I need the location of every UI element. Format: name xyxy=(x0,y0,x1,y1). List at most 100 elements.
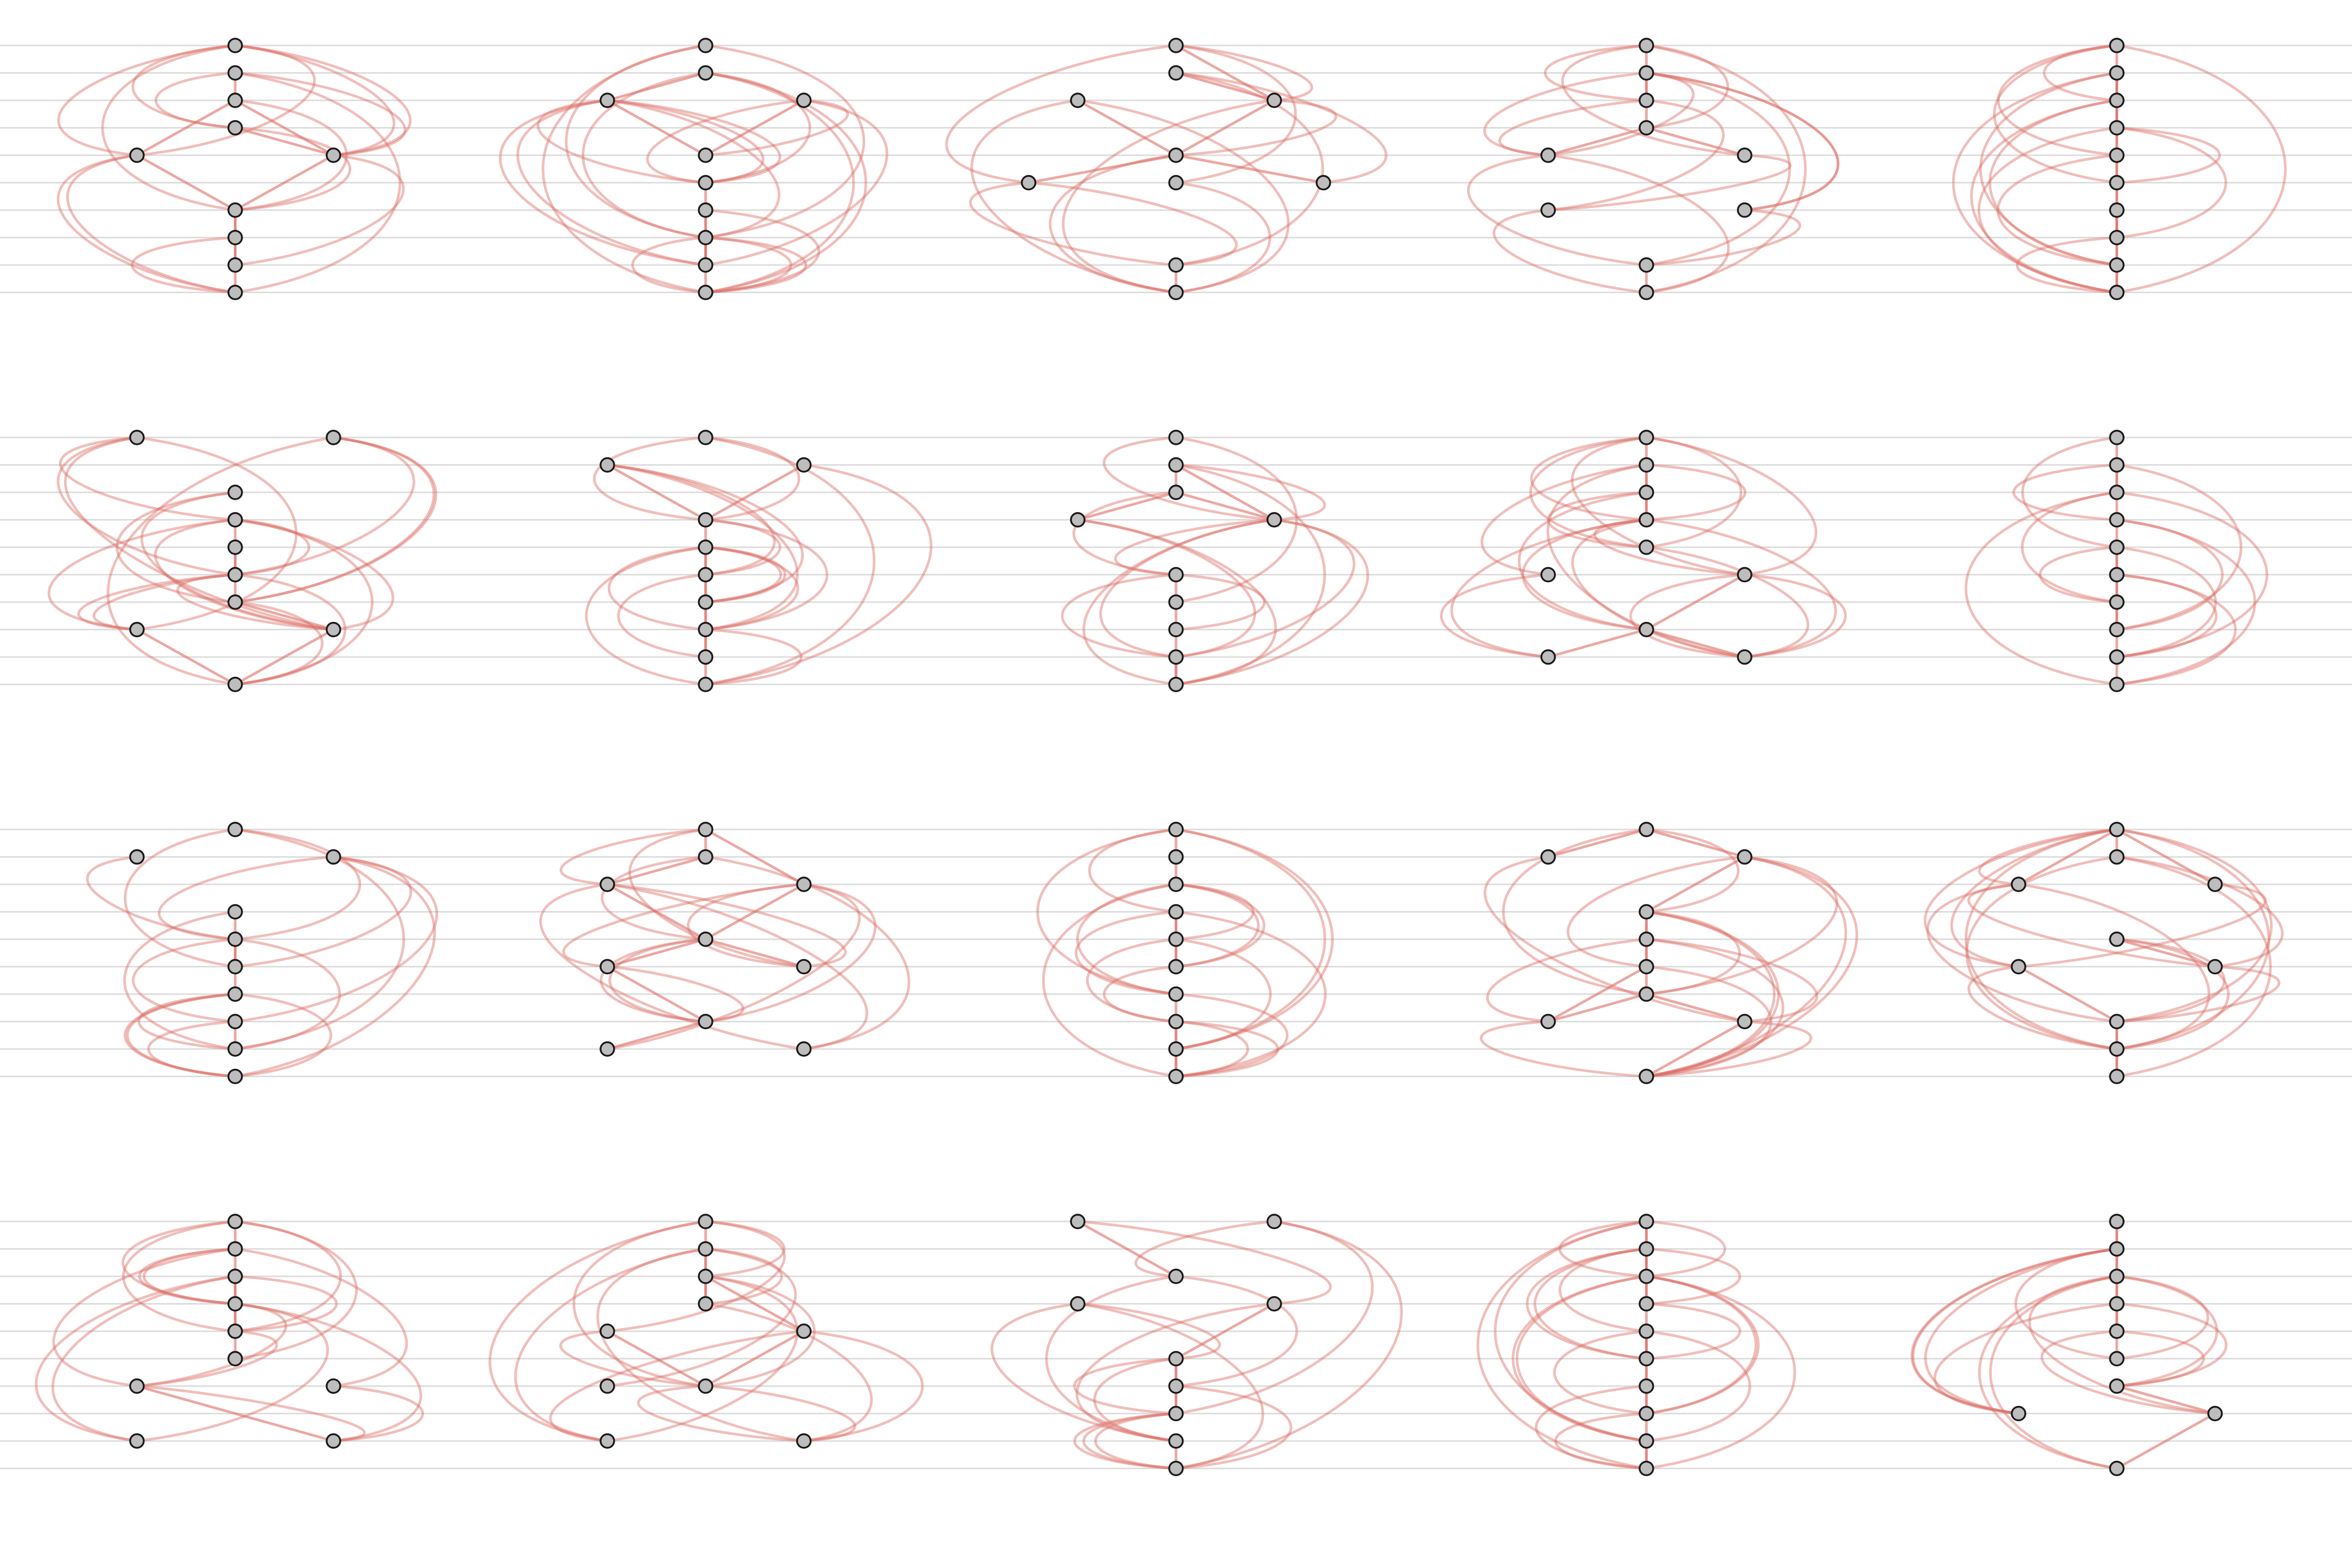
edge xyxy=(141,491,335,631)
edge xyxy=(1174,883,1255,941)
edge xyxy=(1450,518,1648,659)
graph-node xyxy=(1639,931,1654,947)
edge xyxy=(234,126,335,157)
edge xyxy=(1645,1220,1726,1278)
edge xyxy=(536,99,707,184)
edge xyxy=(52,1248,237,1388)
graph-node xyxy=(698,567,713,583)
edge xyxy=(606,464,776,576)
edge xyxy=(1174,72,1388,184)
edge xyxy=(1645,910,1780,1078)
edge xyxy=(606,938,707,968)
edge xyxy=(1547,99,1725,212)
graph-panel xyxy=(48,430,437,693)
edge xyxy=(704,436,875,686)
graph-node xyxy=(2207,877,2223,892)
graph-node xyxy=(227,485,243,500)
graph-node xyxy=(1737,849,1753,865)
graph-node xyxy=(1168,1041,1184,1057)
graph-node xyxy=(227,38,243,53)
edge xyxy=(132,938,237,1023)
edge xyxy=(1480,1020,1648,1078)
graph-panel xyxy=(1910,1214,2228,1477)
graph-node xyxy=(1168,1068,1184,1085)
edge xyxy=(1076,1302,1221,1360)
graph-node xyxy=(1168,649,1184,665)
edge xyxy=(541,44,707,294)
edge xyxy=(628,828,805,968)
edge xyxy=(1645,518,1837,659)
graph-node xyxy=(227,539,243,555)
node-group xyxy=(2011,1214,2223,1477)
node-group xyxy=(599,1214,812,1449)
graph-node xyxy=(1540,1013,1556,1030)
graph-node xyxy=(227,229,243,246)
edge xyxy=(687,883,805,968)
edge xyxy=(637,1385,805,1443)
edge xyxy=(34,1275,237,1443)
graph-node xyxy=(1639,1405,1654,1422)
graph-node xyxy=(1639,986,1654,1002)
edge xyxy=(1593,518,1746,576)
edge xyxy=(704,99,849,157)
edge xyxy=(1547,491,1648,549)
edge xyxy=(135,1330,278,1388)
edge xyxy=(1174,518,1356,659)
graph-node xyxy=(227,1296,243,1312)
graph-node xyxy=(1639,1214,1654,1229)
edge xyxy=(1027,154,1178,184)
edge xyxy=(2115,573,2237,686)
graph-node xyxy=(227,1013,243,1030)
edge-group xyxy=(499,44,889,294)
graph-node xyxy=(1168,904,1184,920)
graph-panel xyxy=(488,1214,924,1449)
edge xyxy=(147,1020,237,1078)
edge xyxy=(2115,828,2273,1023)
graph-node xyxy=(1639,257,1654,273)
edge xyxy=(234,573,347,686)
edge xyxy=(599,938,707,1023)
edge xyxy=(122,1220,237,1305)
graph-node xyxy=(2109,147,2125,163)
graph-node xyxy=(2109,1041,2125,1057)
graph-panel xyxy=(1467,38,1840,301)
edge xyxy=(1645,1275,1760,1415)
edge-group xyxy=(1910,1220,2228,1470)
edge xyxy=(704,518,781,576)
edge xyxy=(606,464,804,604)
edge xyxy=(123,910,237,1051)
graph-node xyxy=(1639,1269,1654,1284)
edge xyxy=(1997,154,2118,267)
edge xyxy=(1174,464,1276,521)
edge xyxy=(1174,828,1334,1051)
graph-node xyxy=(227,202,243,218)
edge xyxy=(1073,1357,1178,1415)
edge xyxy=(1174,910,1327,1078)
edge xyxy=(1645,209,1801,267)
graph-node xyxy=(599,959,615,975)
graph-node xyxy=(1070,512,1086,528)
node-group xyxy=(129,1214,341,1449)
graph-node xyxy=(1168,621,1184,638)
edge xyxy=(606,464,799,631)
edge xyxy=(1645,856,1746,913)
edge xyxy=(1645,1248,1742,1305)
graph-node xyxy=(227,1323,243,1339)
edge xyxy=(2115,938,2226,1023)
node-group xyxy=(1168,822,1184,1085)
edge xyxy=(138,1248,237,1305)
graph-node xyxy=(1639,822,1654,837)
graph-node xyxy=(698,1378,713,1394)
graph-node xyxy=(1168,567,1184,583)
edge xyxy=(2115,126,2227,239)
graph-node xyxy=(1540,147,1556,163)
edge xyxy=(56,436,237,576)
graph-node xyxy=(1316,175,1331,191)
edge xyxy=(1645,126,1746,157)
edge xyxy=(234,601,335,631)
edge xyxy=(581,72,707,239)
edge xyxy=(1965,856,2118,1051)
edge xyxy=(516,99,707,267)
edge xyxy=(1493,209,1648,294)
